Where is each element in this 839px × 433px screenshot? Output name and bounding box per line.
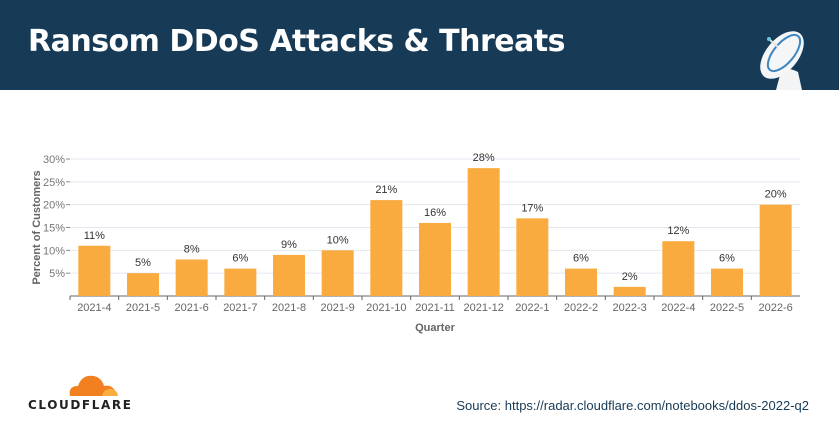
y-tick-label: 15% [43, 223, 65, 235]
x-tick-label: 2022-5 [710, 302, 744, 314]
x-tick-label: 2021-10 [366, 302, 406, 314]
data-label: 6% [573, 253, 589, 265]
x-tick-label: 2022-1 [515, 302, 549, 314]
x-tick-label: 2022-2 [564, 302, 598, 314]
y-tick-label: 30% [43, 154, 65, 166]
bar [565, 268, 597, 296]
x-tick-label: 2022-6 [759, 302, 793, 314]
x-tick-label: 2022-4 [661, 302, 695, 314]
x-tick-label: 2021-12 [463, 302, 503, 314]
data-label: 9% [281, 239, 297, 251]
x-tick-label: 2021-7 [223, 302, 257, 314]
bar [175, 259, 208, 296]
satellite-dish-icon [760, 31, 804, 90]
source-link[interactable]: Source: https://radar.cloudflare.com/not… [456, 398, 809, 413]
bar [370, 200, 403, 296]
page-title: Ransom DDoS Attacks & Threats [28, 24, 566, 59]
bar [613, 286, 646, 296]
data-label: 10% [327, 234, 349, 246]
bar [321, 250, 354, 296]
bar [273, 254, 305, 296]
bar [419, 222, 451, 296]
bar [711, 268, 743, 296]
data-label: 28% [473, 152, 495, 164]
data-label: 2% [622, 271, 638, 283]
x-tick-label: 2021-5 [126, 302, 160, 314]
bar [759, 204, 792, 296]
data-label: 11% [84, 230, 105, 242]
y-axis-title: Percent of Customers [31, 170, 43, 284]
y-tick-label: 20% [43, 200, 65, 212]
y-tick-label: 10% [43, 245, 65, 257]
data-label: 20% [765, 189, 787, 201]
data-label: 6% [232, 253, 248, 265]
y-tick-label: 25% [43, 177, 65, 189]
x-tick-label: 2021-11 [415, 302, 455, 314]
data-label: 17% [521, 202, 543, 214]
bar [78, 245, 111, 296]
bar [516, 218, 549, 296]
bar [224, 268, 257, 296]
data-label: 8% [184, 243, 200, 255]
cloudflare-logo-icon [69, 375, 118, 396]
x-tick-label: 2022-3 [613, 302, 647, 314]
x-tick-label: 2021-9 [321, 302, 355, 314]
bar [467, 168, 500, 296]
x-axis-title: Quarter [415, 322, 455, 334]
data-label: 16% [424, 207, 446, 219]
x-tick-label: 2021-6 [175, 302, 209, 314]
y-tick-label: 5% [49, 268, 65, 280]
data-label: 21% [375, 184, 397, 196]
data-label: 12% [667, 225, 689, 237]
logo-text: CLOUDFLARE [28, 398, 133, 412]
bar-chart: 5% 10% 15% 20% 25% 30% 11% 2021-4 5% 2021-5 8% 2021… [31, 152, 800, 334]
x-tick-label: 2021-4 [77, 302, 111, 314]
data-label: 6% [719, 253, 735, 265]
bar [662, 241, 695, 296]
bar [127, 273, 159, 296]
header-banner: Ransom DDoS Attacks & Threats [0, 0, 839, 90]
data-label: 5% [135, 257, 151, 269]
x-tick-label: 2021-8 [272, 302, 306, 314]
